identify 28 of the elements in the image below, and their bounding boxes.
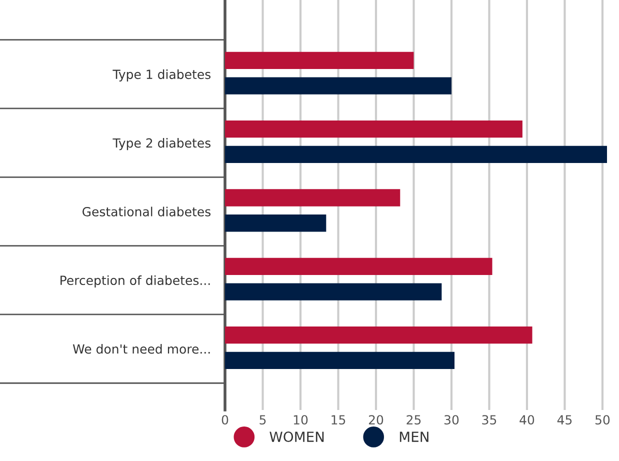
y-tick-label: Gestational diabetes	[82, 206, 210, 216]
bar	[225, 214, 326, 232]
y-tick-label: Type 2 diabetes	[112, 138, 210, 150]
legend-label: MEN	[400, 432, 428, 442]
x-tick-label: 30	[444, 415, 459, 425]
bar	[225, 258, 492, 275]
x-tick-label: 35	[482, 415, 496, 425]
bar	[225, 120, 522, 138]
y-tick-label: Perception of diabetes...	[60, 275, 210, 288]
x-tick-label: 25	[406, 415, 421, 425]
y-tick-label: Type 1 diabetes	[112, 69, 210, 82]
x-tick-label: 10	[294, 415, 308, 425]
legend-label: WOMEN	[270, 432, 324, 442]
bar	[225, 77, 452, 94]
x-tick-label: 50	[595, 415, 610, 425]
y-tick-label: We don't need more...	[72, 344, 210, 354]
bar	[225, 283, 442, 300]
x-tick-label: 20	[368, 415, 384, 425]
x-tick-label: 40	[520, 415, 534, 425]
x-tick-label: 45	[557, 415, 572, 425]
bar	[225, 146, 607, 164]
x-tick-label: 0	[222, 415, 228, 425]
bar	[225, 52, 414, 69]
x-tick-label: 5	[260, 415, 266, 425]
bar	[225, 189, 400, 206]
x-tick-label: 15	[332, 415, 346, 425]
bar	[225, 326, 532, 344]
bar	[225, 352, 454, 370]
